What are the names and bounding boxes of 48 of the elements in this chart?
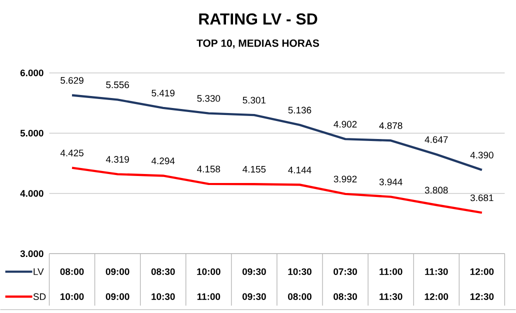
data-label: 4.390 [470, 152, 494, 159]
data-label: 4.647 [424, 136, 448, 144]
text: 12:30 [470, 293, 494, 300]
data-label: 5.330 [197, 95, 220, 102]
data-label: 5.301 [242, 97, 266, 104]
x-tick-label: 10:30 [288, 268, 312, 276]
data-label: 3.992 [334, 176, 357, 183]
legend-label: LV [34, 268, 44, 276]
text: 10:00 [60, 293, 84, 300]
x-tick-label: 08:00 [60, 268, 84, 276]
chart-subtitle: TOP 10, MEDIAS HORAS [196, 40, 320, 49]
text: 10:30 [152, 293, 175, 300]
data-label: 4.294 [152, 158, 175, 164]
data-label: 5.136 [288, 106, 312, 114]
data-label: 4.902 [334, 121, 357, 128]
data-label: 4.319 [106, 156, 129, 163]
text: 08:00 [288, 293, 312, 300]
legend-label: SD [33, 293, 46, 300]
data-label: 4.425 [60, 150, 84, 157]
data-label: 3.681 [470, 194, 494, 202]
data-label: 4.155 [242, 166, 266, 173]
text: 09:00 [106, 293, 130, 300]
text: 12:00 [424, 293, 448, 300]
x-tick-label: 12:00 [470, 268, 494, 276]
data-label: 5.629 [60, 77, 84, 84]
text: 11:30 [380, 293, 402, 300]
chart-title: RATING LV - SD [199, 14, 318, 25]
data-label: 3.808 [424, 186, 448, 194]
x-tick-label: 09:00 [106, 268, 130, 276]
x-tick-label: 11:00 [380, 268, 402, 276]
text: 11:00 [197, 293, 220, 300]
y-tick-label: 3.000 [20, 250, 44, 258]
data-label: 5.419 [152, 90, 174, 97]
x-tick-label: 11:30 [425, 268, 448, 276]
y-tick-label: 6.000 [20, 70, 44, 76]
x-tick-label: 07:30 [334, 268, 357, 276]
x-tick-label: 09:30 [242, 268, 266, 276]
data-label: 4.878 [379, 122, 402, 130]
data-label: 3.944 [379, 178, 402, 186]
data-label: 5.556 [106, 82, 129, 88]
y-tick-label: 5.000 [20, 130, 44, 137]
data-label: 4.144 [288, 166, 312, 174]
data-label: 4.158 [197, 166, 220, 173]
x-tick-label: 10:00 [197, 268, 220, 276]
text: 09:30 [242, 293, 266, 300]
x-tick-label: 08:30 [151, 268, 175, 276]
y-tick-label: 4.000 [20, 190, 44, 197]
text: 08:30 [334, 293, 357, 300]
